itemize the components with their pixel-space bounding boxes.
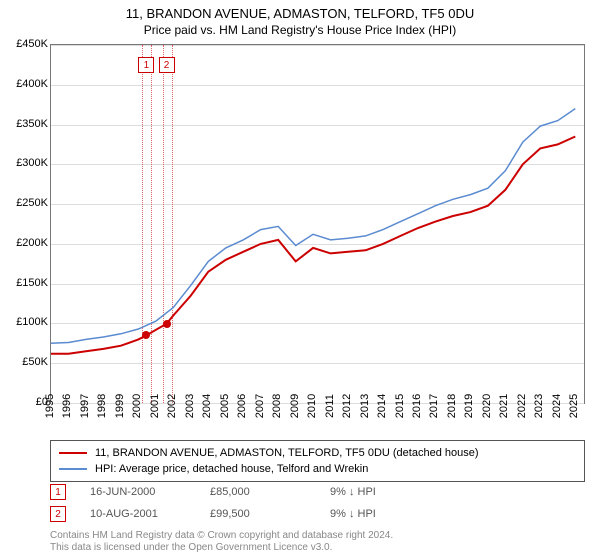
series-svg bbox=[51, 45, 584, 403]
xtick-label-2025: 2025 bbox=[568, 394, 580, 418]
xtick-label-1997: 1997 bbox=[79, 394, 91, 418]
sale-price-2: £99,500 bbox=[210, 508, 330, 520]
xtick-label-2014: 2014 bbox=[376, 394, 388, 418]
xtick-label-1999: 1999 bbox=[114, 394, 126, 418]
sale-row-2: 2 10-AUG-2001 £99,500 9% ↓ HPI bbox=[50, 506, 585, 522]
xtick-label-2006: 2006 bbox=[236, 394, 248, 418]
legend-box: 11, BRANDON AVENUE, ADMASTON, TELFORD, T… bbox=[50, 440, 585, 482]
xtick-label-2001: 2001 bbox=[149, 394, 161, 418]
xtick-label-2015: 2015 bbox=[394, 394, 406, 418]
xtick-label-2023: 2023 bbox=[533, 394, 545, 418]
ytick-label-8: £400K bbox=[16, 78, 48, 90]
chart-title: 11, BRANDON AVENUE, ADMASTON, TELFORD, T… bbox=[0, 0, 600, 21]
footer-attribution: Contains HM Land Registry data © Crown c… bbox=[50, 530, 585, 554]
legend-row-0: 11, BRANDON AVENUE, ADMASTON, TELFORD, T… bbox=[59, 445, 576, 461]
sale-row-1: 1 16-JUN-2000 £85,000 9% ↓ HPI bbox=[50, 484, 585, 500]
xtick-label-1995: 1995 bbox=[44, 394, 56, 418]
legend-row-1: HPI: Average price, detached house, Telf… bbox=[59, 461, 576, 477]
footer-line-2: This data is licensed under the Open Gov… bbox=[50, 542, 585, 554]
xtick-label-2013: 2013 bbox=[359, 394, 371, 418]
sale-delta-1: 9% ↓ HPI bbox=[330, 486, 376, 498]
xtick-label-1996: 1996 bbox=[61, 394, 73, 418]
xtick-label-2000: 2000 bbox=[131, 394, 143, 418]
xtick-label-2003: 2003 bbox=[184, 394, 196, 418]
chart-plot-area: 12 bbox=[50, 44, 585, 404]
xtick-label-2007: 2007 bbox=[254, 394, 266, 418]
legend-swatch-0 bbox=[59, 452, 87, 454]
sale-date-2: 10-AUG-2001 bbox=[90, 508, 210, 520]
ytick-label-6: £300K bbox=[16, 157, 48, 169]
xtick-label-2017: 2017 bbox=[428, 394, 440, 418]
xtick-label-2012: 2012 bbox=[341, 394, 353, 418]
ytick-label-5: £250K bbox=[16, 197, 48, 209]
ytick-label-3: £150K bbox=[16, 277, 48, 289]
series-hpi bbox=[51, 109, 575, 344]
series-price_paid bbox=[51, 137, 575, 354]
xtick-label-2019: 2019 bbox=[463, 394, 475, 418]
legend-label-1: HPI: Average price, detached house, Telf… bbox=[95, 463, 368, 475]
ytick-label-2: £100K bbox=[16, 316, 48, 328]
sale-date-1: 16-JUN-2000 bbox=[90, 486, 210, 498]
xtick-label-2011: 2011 bbox=[324, 394, 336, 418]
xtick-label-2024: 2024 bbox=[551, 394, 563, 418]
sale-marker-1: 1 bbox=[50, 484, 66, 500]
chart-subtitle: Price paid vs. HM Land Registry's House … bbox=[0, 21, 600, 37]
legend-label-0: 11, BRANDON AVENUE, ADMASTON, TELFORD, T… bbox=[95, 447, 479, 459]
xtick-label-2020: 2020 bbox=[481, 394, 493, 418]
ytick-label-7: £350K bbox=[16, 118, 48, 130]
xtick-label-2010: 2010 bbox=[306, 394, 318, 418]
xtick-label-2018: 2018 bbox=[446, 394, 458, 418]
xtick-label-2022: 2022 bbox=[516, 394, 528, 418]
sale-price-1: £85,000 bbox=[210, 486, 330, 498]
xtick-label-2016: 2016 bbox=[411, 394, 423, 418]
ytick-label-4: £200K bbox=[16, 237, 48, 249]
xtick-label-1998: 1998 bbox=[96, 394, 108, 418]
legend-swatch-1 bbox=[59, 468, 87, 470]
xtick-label-2002: 2002 bbox=[166, 394, 178, 418]
ytick-label-1: £50K bbox=[22, 356, 48, 368]
xtick-label-2009: 2009 bbox=[289, 394, 301, 418]
xtick-label-2005: 2005 bbox=[219, 394, 231, 418]
ytick-label-9: £450K bbox=[16, 38, 48, 50]
xtick-label-2008: 2008 bbox=[271, 394, 283, 418]
sale-delta-2: 9% ↓ HPI bbox=[330, 508, 376, 520]
xtick-label-2004: 2004 bbox=[201, 394, 213, 418]
xtick-label-2021: 2021 bbox=[498, 394, 510, 418]
footer-line-1: Contains HM Land Registry data © Crown c… bbox=[50, 530, 585, 542]
sale-marker-2: 2 bbox=[50, 506, 66, 522]
